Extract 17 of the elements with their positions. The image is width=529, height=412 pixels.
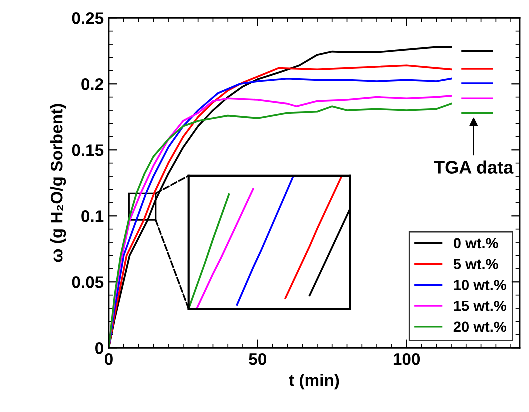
y-tick-label: 0.2 bbox=[82, 78, 104, 90]
y-tick-label: 0.15 bbox=[72, 144, 104, 156]
x-tick-label: 100 bbox=[394, 353, 420, 366]
y-tick-label: 0 bbox=[96, 342, 104, 354]
y-tick-label: 0.05 bbox=[72, 276, 104, 288]
y-tick-label: 0.1 bbox=[82, 210, 104, 222]
legend-label: 20 wt.% bbox=[454, 322, 506, 332]
y-axis-title: ω (g H₂O/g Sorbent) bbox=[50, 104, 66, 262]
x-tick-label: 0 bbox=[105, 353, 113, 366]
annotation: TGA data bbox=[434, 160, 514, 174]
y-tick-label: 0.25 bbox=[72, 12, 104, 24]
x-axis-title: t (min) bbox=[289, 374, 340, 390]
legend-label: 10 wt.% bbox=[454, 280, 506, 290]
x-tick-label: 50 bbox=[249, 353, 266, 366]
legend-label: 0 wt.% bbox=[454, 238, 498, 249]
legend-label: 15 wt.% bbox=[454, 300, 506, 312]
legend-label: 5 wt.% bbox=[454, 259, 498, 270]
